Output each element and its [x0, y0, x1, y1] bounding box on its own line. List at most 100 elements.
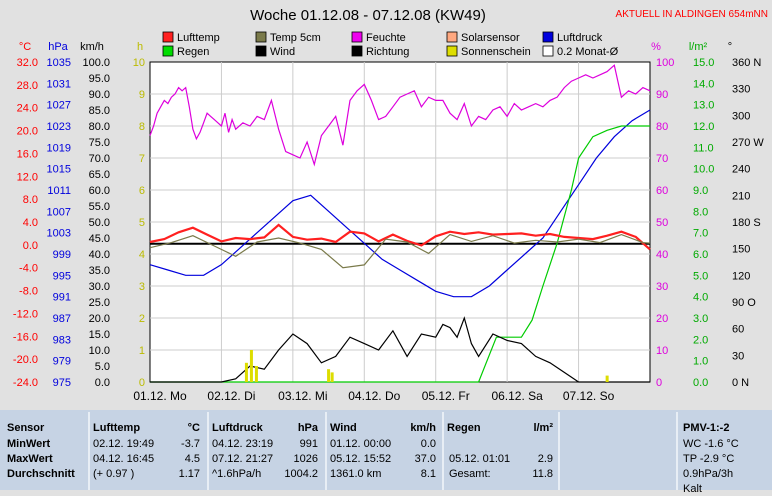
wind-tick-4: 80.0	[89, 121, 110, 133]
legend-swatch-3	[446, 31, 458, 43]
temp-tick-4: 16.0	[17, 148, 38, 160]
direction-tick-2: 300	[732, 110, 750, 122]
direction-tick-9: 90 O	[732, 297, 756, 309]
rain-tick-7: 8.0	[693, 206, 708, 218]
sun-tick-3: 7	[139, 153, 145, 165]
wind-tick-18: 10.0	[89, 345, 110, 357]
wind-tick-8: 60.0	[89, 185, 110, 197]
x-category-0: 01.12. Mo	[133, 389, 187, 403]
wind-tick-10: 50.0	[89, 217, 110, 229]
legend-swatch-4	[542, 31, 554, 43]
rain-tick-3: 12.0	[693, 121, 714, 133]
rain-tick-2: 13.0	[693, 100, 714, 112]
direction-tick-5: 210	[732, 190, 750, 202]
legend-label-2: Feuchte	[366, 32, 406, 44]
humidity-tick-6: 40	[656, 249, 668, 261]
rain-tick-15: 0.0	[693, 377, 708, 389]
legend-swatch-8	[446, 45, 458, 57]
legend-label-5: Regen	[177, 46, 209, 58]
bar-Sonnenschein-2	[254, 366, 258, 382]
table-separator-3	[442, 412, 444, 490]
sun-tick-9: 1	[139, 345, 145, 357]
x-category-5: 06.12. Sa	[491, 389, 543, 403]
header-unit-regen: l/m²	[533, 422, 553, 434]
temp-tick-11: -12.0	[13, 308, 38, 320]
sun-tick-2: 8	[139, 121, 145, 133]
table-separator-1	[207, 412, 209, 490]
rain-tick-14: 1.0	[693, 356, 708, 368]
wind-value-1: 37.0	[414, 453, 436, 465]
legend-label-3: Solarsensor	[461, 32, 520, 44]
rain-tick-11: 4.0	[693, 292, 708, 304]
pressure-tick-14: 979	[53, 356, 71, 368]
bar-Sonnenschein-4	[330, 372, 334, 382]
header-wind: Wind	[330, 422, 357, 434]
wind-tick-2: 90.0	[89, 89, 110, 101]
pressure-tick-11: 991	[53, 292, 71, 304]
wind-tick-9: 55.0	[89, 201, 110, 213]
series-line-Regen	[150, 125, 650, 383]
pressure-tick-5: 1015	[47, 164, 71, 176]
direction-tick-10: 60	[732, 324, 744, 336]
temp-tick-8: 0.0	[23, 240, 38, 252]
table-separator-4	[558, 412, 560, 490]
regen-time-2: Gesamt:	[449, 468, 491, 480]
axis-unit-6: °	[728, 41, 732, 53]
x-category-2: 03.12. Mi	[278, 389, 327, 403]
legend-label-0: Lufttemp	[177, 32, 220, 44]
humidity-tick-3: 70	[656, 153, 668, 165]
lufttemp-value-1: 4.5	[184, 453, 200, 465]
rain-tick-4: 11.0	[693, 142, 714, 154]
chart-title: Woche 01.12.08 - 07.12.08 (KW49)	[250, 7, 486, 24]
wind-tick-19: 5.0	[95, 361, 110, 373]
wind-tick-20: 0.0	[95, 377, 110, 389]
lufttemp-value-2: 1.17	[178, 468, 200, 480]
axis-unit-4: %	[651, 41, 661, 53]
temp-tick-14: -24.0	[13, 377, 38, 389]
table-separator-5	[676, 412, 678, 490]
rain-tick-8: 7.0	[693, 228, 708, 240]
pressure-tick-7: 1007	[47, 206, 71, 218]
rain-tick-10: 5.0	[693, 270, 708, 282]
legend-label-9: 0.2 Monat-Ø	[557, 46, 619, 58]
humidity-tick-7: 30	[656, 281, 668, 293]
wind-tick-5: 75.0	[89, 137, 110, 149]
wind-tick-1: 95.0	[89, 73, 110, 85]
series-layer	[149, 64, 651, 383]
pressure-tick-9: 999	[53, 249, 71, 261]
regen-value-1: 2.9	[537, 453, 553, 465]
wind-tick-11: 45.0	[89, 233, 110, 245]
wind-tick-15: 25.0	[89, 297, 110, 309]
temp-tick-10: -8.0	[19, 286, 38, 298]
direction-tick-1: 330	[732, 84, 750, 96]
sun-tick-8: 2	[139, 313, 145, 325]
legend-swatch-0	[162, 31, 174, 43]
rain-tick-1: 14.0	[693, 78, 714, 90]
temp-tick-7: 4.0	[23, 217, 38, 229]
series-line-Wind	[150, 316, 650, 383]
bar-Sonnenschein-3	[327, 369, 331, 382]
luftdruck-time-0: 04.12. 23:19	[212, 438, 274, 450]
x-category-3: 04.12. Do	[348, 389, 400, 403]
luftdruck-value-1: 1026	[293, 453, 318, 465]
pressure-tick-4: 1019	[47, 142, 71, 154]
wind-tick-16: 20.0	[89, 313, 110, 325]
direction-tick-4: 240	[732, 164, 750, 176]
humidity-tick-10: 0	[656, 377, 662, 389]
legend-swatch-5	[162, 45, 174, 57]
legend: Lufttemp Temp 5cm Feuchte Solarsensor Luftdr…	[162, 31, 619, 58]
temp-tick-2: 24.0	[17, 103, 38, 115]
regen-time-1: 05.12. 01:01	[449, 453, 511, 465]
wind-tick-7: 65.0	[89, 169, 110, 181]
pressure-tick-13: 983	[53, 334, 71, 346]
series-line-Feuchte	[149, 64, 651, 167]
x-category-6: 07.12. So	[563, 389, 615, 403]
humidity-tick-4: 60	[656, 185, 668, 197]
legend-label-1: Temp 5cm	[270, 32, 321, 44]
legend-swatch-2	[351, 31, 363, 43]
humidity-tick-5: 50	[656, 217, 668, 229]
legend-label-7: Richtung	[366, 46, 409, 58]
bar-Sonnenschein-1	[249, 350, 253, 382]
header-lufttemp: Lufttemp	[93, 422, 141, 434]
header-unit-lufttemp: °C	[187, 422, 200, 434]
